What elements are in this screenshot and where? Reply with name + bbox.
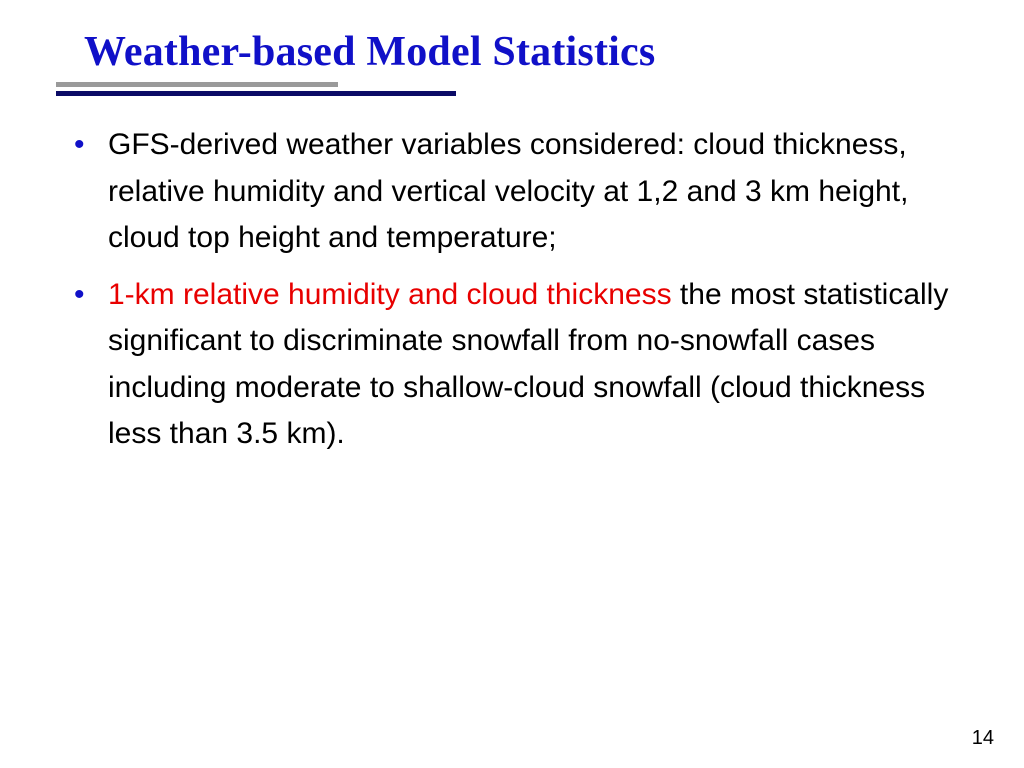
- slide-title: Weather-based Model Statistics: [84, 28, 968, 76]
- bullet-highlight: 1-km relative humidity and cloud thickne…: [108, 278, 672, 311]
- bullet-item: 1-km relative humidity and cloud thickne…: [74, 272, 968, 458]
- page-number: 14: [972, 727, 994, 750]
- title-underline: [56, 82, 968, 100]
- bullet-list: GFS-derived weather variables considered…: [56, 122, 968, 458]
- slide: Weather-based Model Statistics GFS-deriv…: [0, 0, 1024, 768]
- bullet-item: GFS-derived weather variables considered…: [74, 122, 968, 262]
- underline-gray: [56, 82, 338, 87]
- bullet-text: GFS-derived weather variables considered…: [108, 128, 908, 254]
- underline-navy: [56, 91, 456, 96]
